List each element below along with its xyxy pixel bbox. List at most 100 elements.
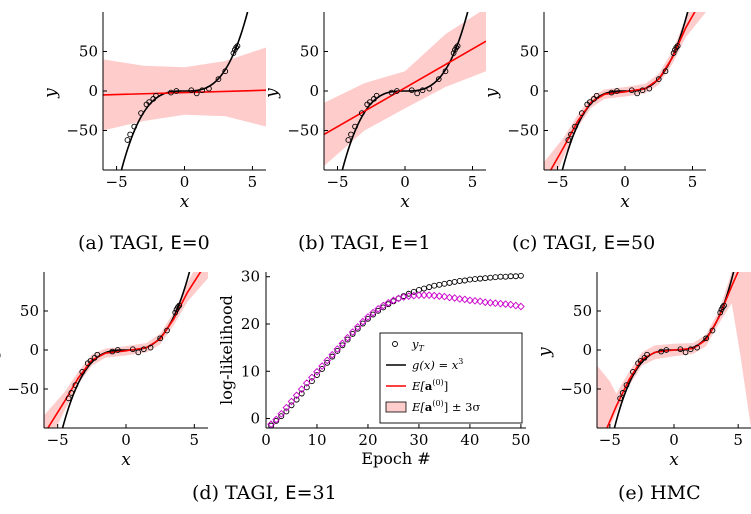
point-train	[512, 273, 519, 280]
point-test	[496, 299, 505, 308]
y-tick-label-b: 50	[300, 43, 319, 61]
observation-point-d	[157, 335, 164, 342]
y-tick-label-b: −50	[287, 122, 319, 140]
y-tick-label-b: 0	[309, 82, 319, 100]
observation-point-a	[124, 137, 131, 143]
point-test	[415, 291, 423, 300]
observation-point-e	[619, 390, 626, 396]
point-train	[436, 281, 443, 288]
observation-point-d	[65, 395, 72, 402]
observation-point-d	[129, 346, 136, 353]
x-tick-label-e: 5	[733, 431, 743, 449]
point-test	[476, 297, 484, 306]
point-test	[440, 292, 449, 301]
observation-point-e	[637, 358, 644, 364]
observation-point-e	[658, 348, 665, 355]
x-axis-label-e: x	[669, 450, 679, 470]
point-train	[461, 277, 468, 284]
observation-point-b	[394, 88, 400, 94]
observation-point-c	[628, 87, 635, 94]
x-tick-label-ll: 30	[409, 431, 428, 449]
uncertainty-band-b	[324, 12, 486, 167]
point-train	[344, 336, 351, 343]
observation-point-a	[193, 90, 200, 97]
y-tick-label-c: −50	[507, 122, 539, 140]
caption-a: (a) TAGI, E=0	[78, 232, 210, 254]
observation-point-b	[367, 99, 373, 105]
point-train	[431, 282, 438, 289]
point-train	[492, 274, 499, 281]
legend-label-band: E[a(0)] ± 3σ	[411, 399, 480, 414]
y-tick-label-ll: 30	[241, 268, 260, 286]
point-test	[277, 409, 286, 418]
observation-point-c	[639, 87, 646, 94]
observation-point-b	[419, 87, 426, 94]
observation-point-d	[114, 347, 121, 353]
point-train	[507, 273, 514, 280]
point-test	[420, 291, 428, 300]
y-tick-label-a: 50	[79, 43, 98, 61]
point-test	[343, 333, 352, 342]
point-train	[273, 417, 280, 424]
point-train	[278, 413, 285, 420]
y-axis-label-b: y	[262, 88, 282, 99]
point-train	[446, 279, 453, 286]
point-test	[455, 295, 464, 303]
observation-point-b	[358, 110, 365, 116]
y-axis-label-c: y	[482, 88, 502, 99]
observation-point-e	[721, 302, 727, 309]
observation-point-c	[578, 110, 585, 116]
observation-point-c	[572, 123, 578, 130]
point-test	[460, 295, 469, 304]
y-tick-label-ll: 10	[241, 362, 260, 380]
point-test	[323, 356, 332, 365]
mean-line-e	[606, 272, 739, 428]
y-tick-label-e: 0	[582, 341, 592, 359]
x-tick-label-d: 0	[121, 431, 131, 449]
y-tick-label-a: 0	[88, 82, 98, 100]
observation-point-a	[230, 50, 237, 56]
point-test	[466, 296, 474, 305]
observation-point-b	[352, 123, 358, 130]
point-test	[445, 293, 454, 302]
point-train	[324, 359, 331, 366]
legend-label-gx: g(x) = x3	[412, 357, 463, 372]
point-test	[313, 367, 321, 376]
observation-point-d	[87, 358, 94, 364]
y-tick-label-e: −50	[560, 380, 592, 398]
observation-point-b	[454, 43, 461, 49]
x-tick-label-a: 5	[248, 173, 258, 191]
point-train	[477, 275, 484, 282]
point-train	[426, 284, 433, 291]
observation-point-b	[426, 85, 433, 92]
point-train	[370, 311, 377, 318]
uncertainty-band-d	[44, 272, 208, 428]
observation-point-a	[215, 76, 222, 83]
observation-point-d	[79, 368, 86, 375]
point-train	[451, 278, 458, 285]
observation-point-a	[234, 43, 241, 49]
point-train	[410, 288, 417, 295]
y-axis-label-d: y	[0, 347, 2, 358]
point-test	[517, 302, 525, 311]
point-train	[441, 280, 448, 287]
point-train	[298, 390, 305, 397]
observation-point-b	[453, 44, 460, 51]
point-train	[472, 276, 478, 283]
observation-point-d	[135, 349, 142, 356]
point-test	[511, 301, 520, 310]
point-test	[450, 294, 459, 302]
observation-point-e	[663, 347, 670, 353]
mean-line-b	[324, 40, 486, 136]
observation-point-b	[414, 90, 421, 97]
x-tick-label-d: 5	[190, 431, 200, 449]
observation-point-a	[168, 89, 174, 96]
point-train	[385, 301, 392, 308]
legend: yT g(x) = x3 E[a(0)] E[a(0)] ± 3σ	[379, 332, 523, 424]
true-function-line-b	[341, 12, 469, 170]
point-test	[348, 328, 357, 336]
observation-point-e	[709, 327, 716, 334]
x-axis-label-b: x	[400, 192, 410, 212]
